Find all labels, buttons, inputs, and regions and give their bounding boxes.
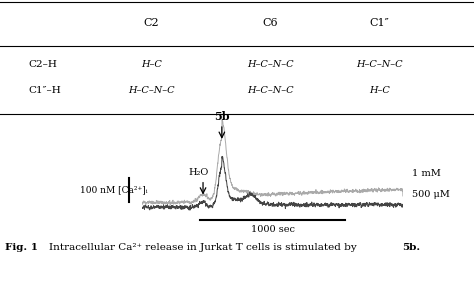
Text: H–C–N–C: H–C–N–C xyxy=(356,60,402,70)
Text: H–C–N–C: H–C–N–C xyxy=(128,86,175,95)
Text: Intracellular Ca²⁺ release in Jurkat T cells is stimulated by: Intracellular Ca²⁺ release in Jurkat T c… xyxy=(49,243,356,252)
Text: H–C–N–C: H–C–N–C xyxy=(247,60,293,70)
Text: H₂O: H₂O xyxy=(189,168,209,177)
Text: H–C: H–C xyxy=(369,86,390,95)
Text: Fig. 1: Fig. 1 xyxy=(5,243,38,252)
Text: C6: C6 xyxy=(263,18,278,28)
Text: C1″: C1″ xyxy=(369,18,389,28)
Text: H–C: H–C xyxy=(141,60,162,70)
Text: 1 mM: 1 mM xyxy=(411,169,440,178)
Text: C2–H: C2–H xyxy=(28,60,57,70)
Text: H–C–N–C: H–C–N–C xyxy=(247,86,293,95)
Text: C2: C2 xyxy=(144,18,159,28)
Text: 1000 sec: 1000 sec xyxy=(251,224,294,233)
Text: C1″–H: C1″–H xyxy=(28,86,61,95)
Text: 5b: 5b xyxy=(214,111,230,122)
Text: 500 μM: 500 μM xyxy=(411,190,449,199)
Text: 100 nM [Ca²⁺]ᵢ: 100 nM [Ca²⁺]ᵢ xyxy=(80,186,147,195)
Text: 5b.: 5b. xyxy=(402,243,420,252)
